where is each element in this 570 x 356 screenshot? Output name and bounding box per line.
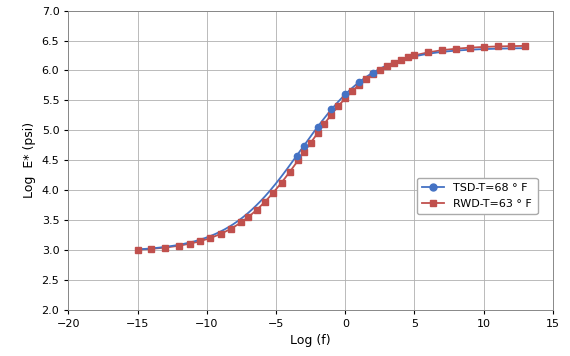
X-axis label: Log (f): Log (f) xyxy=(290,334,331,347)
Legend: TSD-T=68 ° F, RWD-T=63 ° F: TSD-T=68 ° F, RWD-T=63 ° F xyxy=(417,178,538,214)
Y-axis label: Log  E* (psi): Log E* (psi) xyxy=(23,122,36,198)
